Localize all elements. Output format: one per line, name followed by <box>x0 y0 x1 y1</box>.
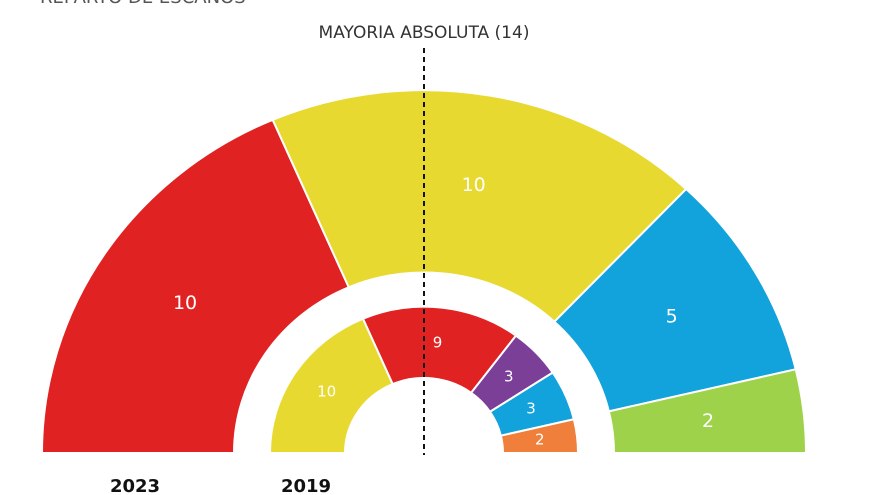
seat-label: 9 <box>433 334 443 352</box>
ring-year: 2023 <box>110 476 160 495</box>
majority-label: MAYORIA ABSOLUTA (14) <box>319 23 530 43</box>
seat-segment <box>40 118 351 454</box>
seat-label: 10 <box>462 174 486 196</box>
seat-label: 2 <box>535 431 545 449</box>
chart-title: REPARTO DE ESCAÑOS <box>40 0 246 8</box>
seat-label: 5 <box>666 306 678 328</box>
seat-label: 3 <box>526 400 536 418</box>
seat-segment <box>268 317 395 454</box>
seat-segment <box>607 368 808 454</box>
seat-label: 10 <box>317 383 336 401</box>
ring-year: 2019 <box>281 476 331 495</box>
seat-label: 10 <box>173 292 197 314</box>
seat-label: 3 <box>504 368 514 386</box>
seat-label: 2 <box>702 410 714 432</box>
seat-segment <box>499 418 580 454</box>
seat-segment <box>271 89 688 324</box>
